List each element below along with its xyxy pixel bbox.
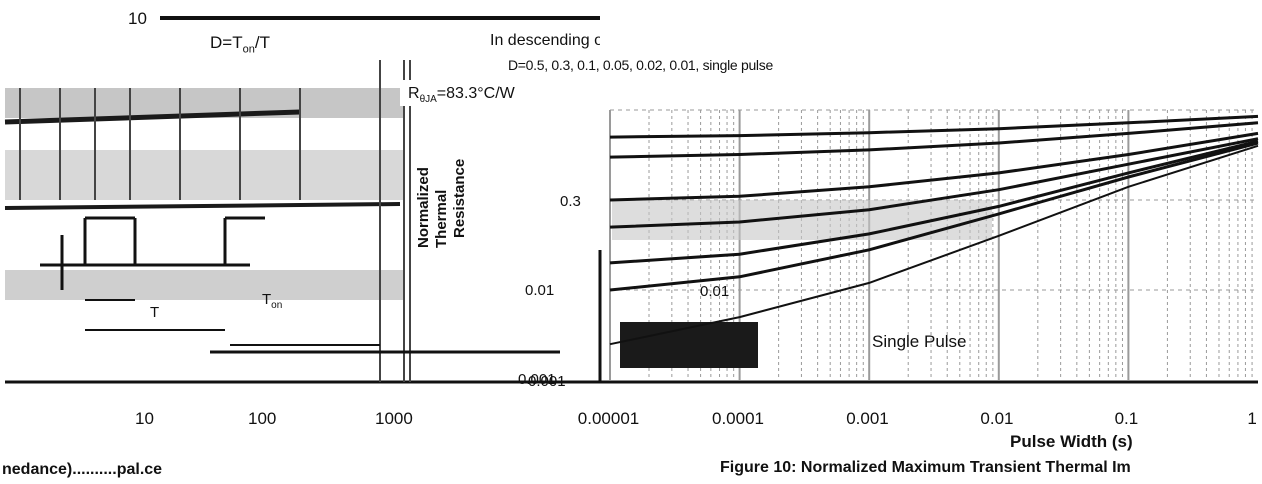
left-inner-tick-001: 0.01: [525, 282, 555, 299]
left-figure-panel: 10 D=Ton/T In descending order RθJA=83.3…: [0, 0, 600, 400]
series-line-0.02: [609, 139, 1259, 265]
rtheta-main: R: [408, 85, 420, 102]
chart-axes: [598, 250, 1258, 384]
duty-label-tail: /T: [254, 33, 270, 52]
left-band-3: [5, 270, 405, 300]
left-figure-graphics: [4, 16, 600, 384]
pulse-ton-sub: on: [271, 300, 283, 311]
left-curve-1: [4, 109, 301, 125]
left-y-top-tick: 10: [128, 9, 147, 28]
left-x-tick-1000: 1000: [375, 409, 413, 428]
chart-series: [609, 114, 1259, 346]
pulse-brackets: [85, 299, 380, 346]
left-inner-tick-0001: 0.001: [518, 371, 556, 388]
rtheta-box: RθJA=83.3°C/W: [400, 80, 600, 106]
duty-label-main: D=T: [210, 33, 243, 52]
duty-list-annotation: D=0.5, 0.3, 0.1, 0.05, 0.02, 0.01, singl…: [508, 57, 773, 73]
x-tick-label: 0.00001: [577, 409, 640, 428]
duty-label-sub: on: [242, 43, 255, 56]
duty-legend-box: D=Ton/T: [172, 30, 462, 60]
y-tick-label-0001: 0.001: [528, 373, 566, 390]
x-tick-label: 0.001: [846, 409, 889, 428]
x-tick-label: 0.0001: [712, 409, 764, 428]
pulse-ton-main: T: [262, 291, 272, 308]
x-tick-label: 0.1: [1114, 409, 1139, 428]
dark-band: [620, 322, 758, 368]
left-band-2: [5, 150, 405, 200]
annotation-0-01: 0.01: [700, 283, 730, 300]
pulse-t-label: T: [150, 304, 160, 321]
pulse-ton-label: Ton: [262, 292, 282, 311]
series-line-0.5: [609, 114, 1259, 139]
series-line-0.3: [609, 121, 1259, 159]
rtheta-label: RθJA=83.3°C/W: [408, 86, 515, 105]
x-tick-label: 1: [1247, 409, 1257, 428]
left-curve-2: [4, 202, 401, 210]
series-line-0.01: [609, 141, 1259, 292]
order-note: In descending order: [490, 32, 600, 49]
x-axis-label: Pulse Width (s): [1010, 432, 1133, 451]
series-line-0.1: [609, 131, 1259, 202]
rtheta-value: =83.3°C/W: [436, 85, 515, 102]
series-line-0.05: [609, 137, 1259, 229]
pulse-diagram: [40, 216, 265, 290]
left-inner-tick-03: 0.3: [560, 193, 581, 210]
duty-label: D=Ton/T: [210, 34, 270, 55]
figure-caption: Figure 10: Normalized Maximum Transient …: [720, 459, 1131, 476]
left-grid: [19, 60, 411, 382]
annotation-single-pulse: Single Pulse: [872, 332, 967, 351]
left-x-tick-100: 100: [248, 409, 277, 428]
rtheta-sub: θJA: [419, 94, 437, 106]
left-x-tick-10: 10: [135, 409, 154, 428]
x-tick-label: 0.01: [980, 409, 1014, 428]
series-line-single-pulse: [609, 144, 1259, 346]
left-caption-fragment: nedance)..........pal.ce: [2, 461, 163, 478]
